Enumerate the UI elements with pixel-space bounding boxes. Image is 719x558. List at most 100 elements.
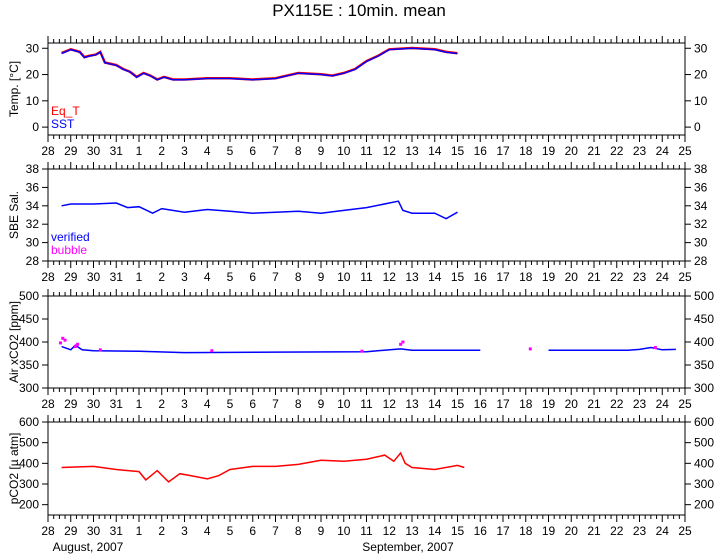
y-tick-label-right: 36: [694, 180, 708, 194]
x-axis-label-september: September, 2007: [362, 540, 454, 554]
y-tick-label: 300: [19, 477, 39, 491]
y-tick-label: 20: [26, 68, 40, 82]
x-tick-label: 24: [656, 270, 670, 284]
x-tick-label: 19: [542, 397, 556, 411]
x-tick-label: 23: [633, 524, 647, 538]
y-tick-label-right: 0: [694, 120, 701, 134]
x-tick-label: 8: [295, 397, 302, 411]
plot-frame: [47, 42, 686, 136]
x-tick-label: 1: [136, 144, 143, 158]
x-tick-label: 15: [451, 270, 465, 284]
x-tick-label: 11: [360, 144, 373, 158]
panel-3: 28 29 30 31 1 2 3 4 5 6 7 8 9 10 11 12 13 14 15 16 17 18 19 20 2…: [7, 289, 714, 411]
bubble-point: [401, 340, 405, 344]
legend-verified: verified: [51, 230, 90, 244]
y-tick-label-right: 30: [694, 236, 708, 250]
y-tick-label: 400: [19, 335, 39, 349]
bubble-point: [73, 345, 77, 349]
y-tick-label-right: 30: [694, 41, 708, 55]
x-tick-label: 7: [272, 144, 279, 158]
y-tick-label: 300: [19, 381, 39, 395]
x-tick-label: 25: [678, 270, 692, 284]
x-tick-label: 28: [41, 397, 55, 411]
y-tick-label: 36: [26, 180, 40, 194]
x-tick-label: 17: [496, 524, 510, 538]
x-tick-label: 13: [405, 397, 419, 411]
panel-1: 28 29 30 31 1 2 3 4 5 6 7 8 9 10 11 12 13 14 15 16 17 18 19 20 2…: [7, 36, 708, 158]
x-tick-label: 20: [565, 270, 579, 284]
y-tick-label: 32: [26, 217, 40, 231]
y-tick-label: 10: [26, 94, 40, 108]
x-tick-label: 1: [136, 524, 143, 538]
y-tick-label-right: 300: [694, 477, 714, 491]
x-tick-label: 7: [272, 397, 279, 411]
bubble-point: [63, 338, 67, 342]
x-tick-label: 1: [136, 397, 143, 411]
x-tick-label: 9: [318, 270, 325, 284]
y-tick-label: 500: [19, 436, 39, 450]
legend-sst: SST: [51, 117, 75, 131]
x-tick-label: 1: [136, 270, 143, 284]
x-tick-label: 13: [405, 524, 419, 538]
x-tick-label: 15: [451, 144, 465, 158]
x-tick-label: 5: [227, 397, 234, 411]
y-tick-label-right: 10: [694, 94, 708, 108]
x-tick-label: 14: [428, 524, 442, 538]
y-axis-label: pCO2 [µ atm]: [7, 433, 21, 505]
panel-2: 28 29 30 31 1 2 3 4 5 6 7 8 9 10 11 12 13 14 15 16 17 18 19 20 2…: [7, 162, 708, 284]
x-tick-label: 13: [405, 144, 419, 158]
y-tick-label-right: 500: [694, 289, 714, 303]
y-axis-label: Air xCO2 [ppm]: [7, 301, 21, 383]
y-tick-label-right: 400: [694, 335, 714, 349]
bubble-point: [210, 349, 214, 353]
x-tick-label: 18: [519, 270, 533, 284]
x-tick-label: 9: [318, 144, 325, 158]
y-tick-label: 600: [19, 415, 39, 429]
x-tick-label: 29: [64, 524, 78, 538]
x-tick-label: 16: [474, 144, 488, 158]
x-tick-label: 13: [405, 270, 419, 284]
x-tick-label: 28: [41, 524, 55, 538]
y-tick-label-right: 32: [694, 217, 708, 231]
x-tick-label: 25: [678, 397, 692, 411]
x-tick-label: 11: [360, 397, 373, 411]
x-tick-label: 28: [41, 270, 55, 284]
y-tick-label: 400: [19, 456, 39, 470]
plot-frame: [47, 421, 686, 516]
x-tick-label: 10: [337, 144, 351, 158]
series-sst: [61, 47, 458, 81]
bubble-point: [653, 346, 657, 350]
x-tick-label: 21: [587, 524, 601, 538]
y-tick-label: 30: [26, 41, 40, 55]
x-tick-label: 9: [318, 397, 325, 411]
y-axis-label: Temp. [°C]: [7, 61, 21, 117]
y-tick-label: 500: [19, 289, 39, 303]
x-tick-label: 30: [87, 270, 101, 284]
x-tick-label: 23: [633, 144, 647, 158]
y-axis-label: SBE Sal.: [7, 191, 21, 239]
x-tick-label: 25: [678, 524, 692, 538]
x-tick-label: 12: [383, 397, 397, 411]
y-tick-label: 450: [19, 312, 39, 326]
x-tick-label: 31: [110, 270, 124, 284]
x-tick-label: 10: [337, 524, 351, 538]
x-tick-label: 22: [610, 270, 624, 284]
x-tick-label: 6: [249, 144, 256, 158]
y-tick-label: 350: [19, 358, 39, 372]
x-tick-label: 12: [383, 524, 397, 538]
x-tick-label: 14: [428, 270, 442, 284]
x-tick-label: 5: [227, 524, 234, 538]
x-tick-label: 18: [519, 144, 533, 158]
x-tick-label: 31: [110, 524, 124, 538]
x-tick-label: 23: [633, 270, 647, 284]
x-tick-label: 24: [656, 397, 670, 411]
x-tick-label: 30: [87, 524, 101, 538]
bubble-point: [98, 348, 102, 352]
x-tick-label: 2: [158, 524, 165, 538]
x-tick-label: 8: [295, 524, 302, 538]
y-tick-label-right: 28: [694, 254, 708, 268]
y-tick-label: 34: [26, 199, 40, 213]
x-tick-label: 24: [656, 144, 670, 158]
